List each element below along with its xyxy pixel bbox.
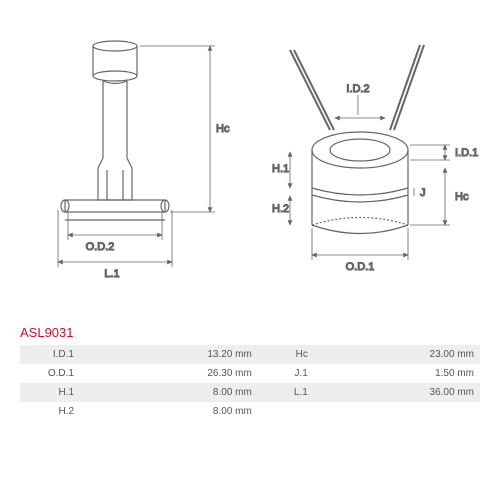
spec-value: 1.50 mm	[314, 364, 480, 383]
spec-label: Hc	[264, 345, 314, 364]
right-view	[290, 45, 424, 234]
spec-label: O.D.1	[20, 364, 80, 383]
dim-od2: O.D.2	[86, 241, 115, 253]
table-row: I.D.1 13.20 mm Hc 23.00 mm	[20, 345, 480, 364]
dim-hc-r: Hc	[455, 191, 469, 203]
part-number: ASL9031	[20, 325, 74, 340]
dim-od1: O.D.1	[346, 261, 375, 273]
dim-hc: Hc	[216, 123, 230, 135]
dim-l1: L.1	[104, 268, 119, 280]
spec-value: 13.20 mm	[80, 345, 264, 364]
spec-label: L.1	[264, 383, 314, 402]
table-row: H.2 8.00 mm	[20, 402, 480, 421]
dim-h1: H.1	[272, 163, 289, 175]
spec-table: I.D.1 13.20 mm Hc 23.00 mm O.D.1 26.30 m…	[20, 345, 480, 421]
dim-j: J	[420, 187, 426, 199]
dim-id1: I.D.1	[455, 147, 478, 159]
left-view	[61, 41, 169, 220]
spec-label: H.2	[20, 402, 80, 421]
spec-value: 8.00 mm	[80, 402, 264, 421]
spec-label: H.1	[20, 383, 80, 402]
dim-h2: H.2	[272, 203, 289, 215]
dim-id2: I.D.2	[346, 83, 369, 95]
technical-drawings: Hc O.D.2 L.1	[0, 0, 500, 320]
table-row: O.D.1 26.30 mm J.1 1.50 mm	[20, 364, 480, 383]
spec-label: J.1	[264, 364, 314, 383]
table-row: H.1 8.00 mm L.1 36.00 mm	[20, 383, 480, 402]
spec-value: 36.00 mm	[314, 383, 480, 402]
spec-label: I.D.1	[20, 345, 80, 364]
spec-value: 23.00 mm	[314, 345, 480, 364]
spec-value: 26.30 mm	[80, 364, 264, 383]
spec-value: 8.00 mm	[80, 383, 264, 402]
